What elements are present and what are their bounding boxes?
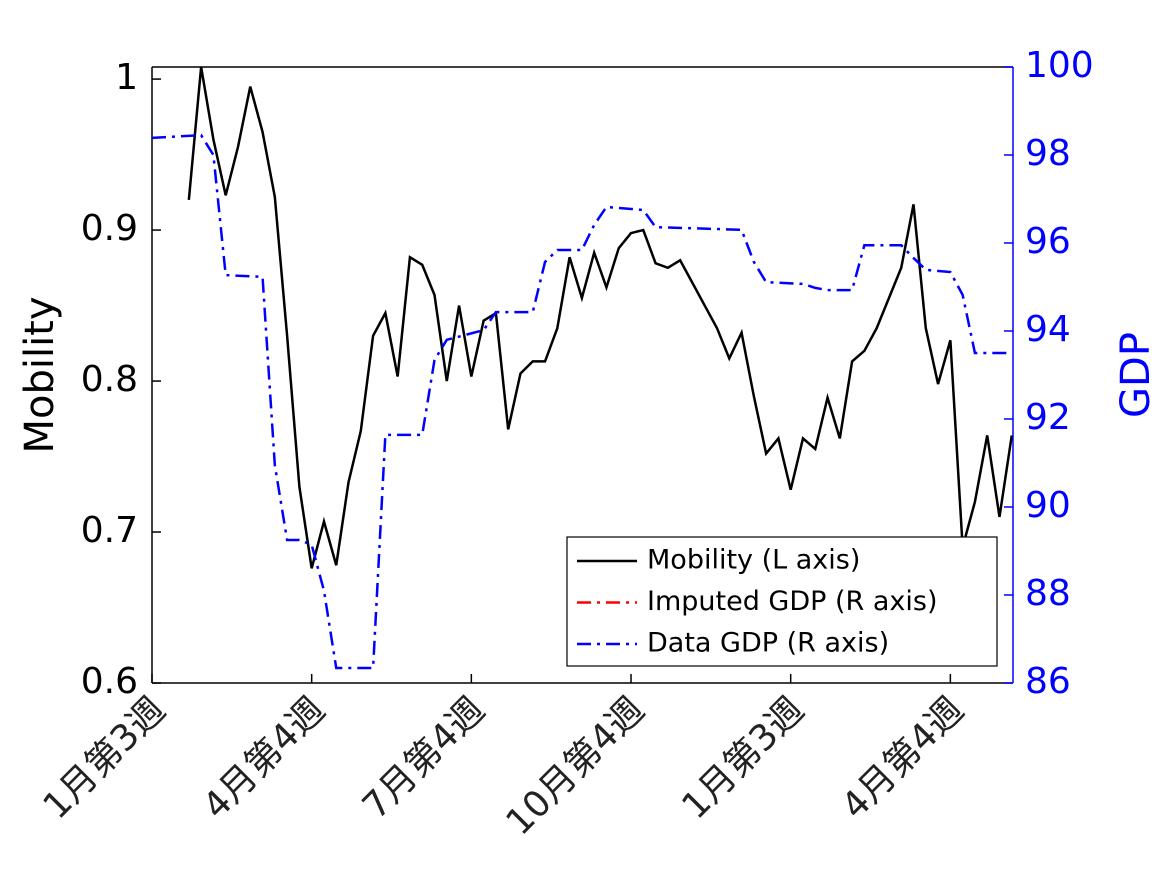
y2-tick-label: 100 [1025,45,1094,86]
series-line [187,67,1013,569]
legend-box [566,536,998,667]
y-tick-label: 0.9 [81,208,138,249]
y-tick-label: 0.8 [81,359,138,400]
y2-axis-label: GDP [1113,332,1159,418]
y2-tick-label: 98 [1025,133,1071,174]
legend-label: Imputed GDP (R axis) [647,586,938,617]
y2-tick-label: 90 [1025,485,1071,526]
legend-label: Mobility (L axis) [647,545,860,576]
x-tick-label: 4月第4週 [834,689,972,827]
y2-tick-label: 88 [1025,573,1071,614]
x-tick-label: 7月第4週 [355,689,493,827]
x-tick-label: 10月第4週 [499,689,653,843]
legend-label: Data GDP (R axis) [647,628,889,659]
y-tick-label: 0.7 [81,510,138,551]
y2-tick-label: 86 [1025,661,1071,702]
y2-tick-label: 96 [1025,221,1071,262]
y2-tick-label: 94 [1025,309,1071,350]
x-tick-label: 1月第3週 [36,689,174,827]
series-line [152,133,1012,670]
y-axis-label: Mobility [17,296,63,453]
y-tick-label: 0.6 [81,661,138,702]
x-tick-label: 4月第4週 [195,689,333,827]
y-tick-label: 1 [115,57,138,98]
y2-tick-label: 92 [1025,397,1071,438]
x-tick-label: 1月第3週 [674,689,812,827]
